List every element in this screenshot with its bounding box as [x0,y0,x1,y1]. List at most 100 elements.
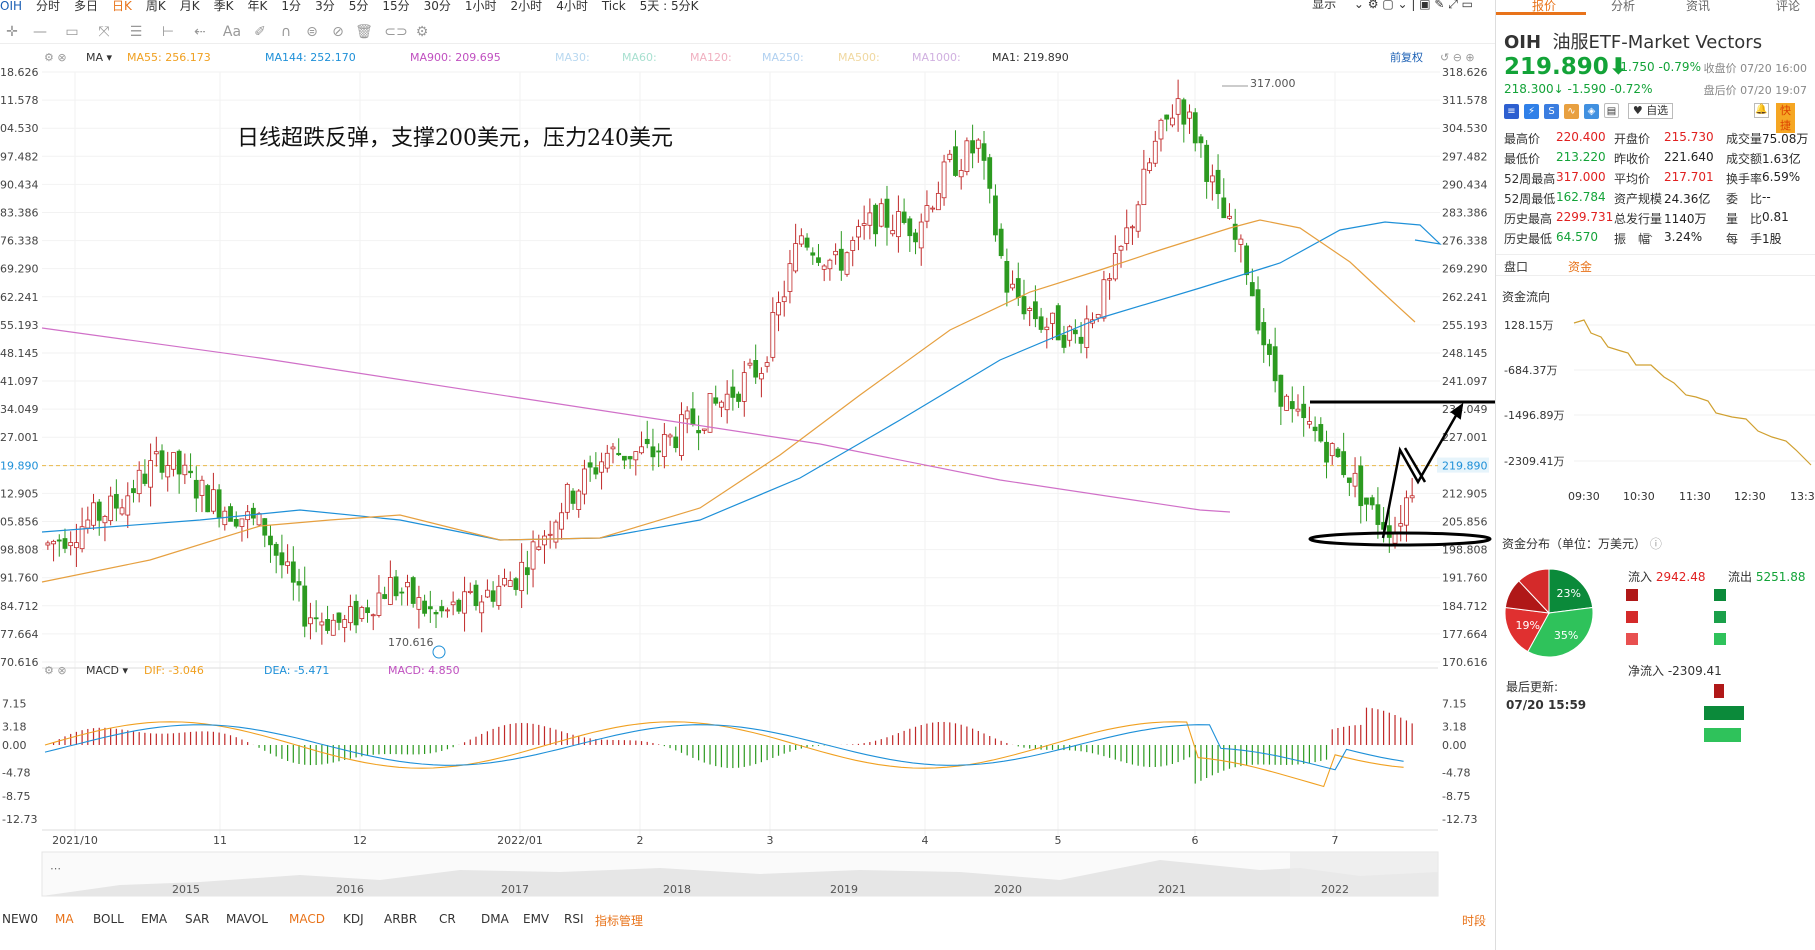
period-8[interactable]: 3分 [315,0,335,13]
price-chart[interactable]: ⚙ ⊗ MA ▾ MA55: 256.173 MA144: 252.170 MA900:… [0,0,1495,950]
indicator-tab-12[interactable]: RSI [564,912,584,926]
period-13[interactable]: 2小时 [510,0,543,13]
share-icon[interactable]: ⚡ [1524,104,1539,119]
candle-body [405,582,410,588]
candle-body [262,518,268,536]
capital-flow-chart: 128.15万 -684.37万 -1496.89万 -2309.41万 09:30 10… [1504,319,1815,503]
indicator-tab-11[interactable]: EMV [523,912,550,926]
period-range-tab[interactable]: 时段 [1462,914,1487,928]
candle-body [935,193,941,211]
panel-tab-1[interactable]: 分析 [1611,0,1636,13]
indicator-tab-10[interactable]: DMA [481,912,509,926]
period-2[interactable]: 日K [112,0,132,13]
period-3[interactable]: 周K [145,0,166,13]
candle-body [462,591,467,614]
fib-tool-icon[interactable]: ⤧ [98,24,110,40]
low-target-icon [432,645,446,659]
candle-body [410,577,416,604]
period-6[interactable]: 年K [247,0,268,13]
pie-label: 35% [1554,629,1578,642]
hide-icon[interactable]: ⊘ [332,24,344,40]
quote-label: 历史最低 [1504,232,1553,246]
flow-axis-tick: -2309.41万 [1504,455,1564,468]
brush-tool-icon[interactable]: ✐ [254,24,266,40]
candle-body [325,619,330,631]
period-15[interactable]: Tick [601,0,626,13]
candle-body [776,302,781,316]
panel-tab-0[interactable]: 报价 [1532,0,1557,13]
left-price-tick: 69.290 [0,263,39,276]
grid [42,71,1440,835]
rect-tool-icon[interactable]: ▭ [65,24,79,40]
period-10[interactable]: 15分 [382,0,410,13]
s-icon[interactable]: S [1544,104,1559,119]
candle-body [1032,301,1038,320]
period-0[interactable]: 分时 [36,0,61,13]
period-12[interactable]: 1小时 [464,0,497,13]
period-5[interactable]: 季K [213,0,234,13]
measure-tool-icon[interactable]: ⊢ [161,24,175,40]
quote-value: 1140万 [1664,212,1707,226]
indicator-tab-1[interactable]: MA [55,912,74,926]
lock-icon[interactable]: ⊜ [306,24,318,40]
indicator-tab-5[interactable]: MAVOL [226,912,268,926]
navigator-area [42,860,1438,896]
magnet-icon[interactable]: ∩ [280,24,292,40]
candle-body [205,485,211,513]
chart-icon[interactable]: ∿ [1564,104,1579,119]
candle-body [422,600,428,614]
text-tool-icon[interactable]: Aa [222,24,242,40]
period-11[interactable]: 30分 [423,0,451,13]
help-icon[interactable]: ⓘ [1649,537,1662,551]
security-title: OIH 油服ETF-Market Vectors [1504,28,1762,54]
period-9[interactable]: 5分 [348,0,369,13]
indicator-tab-3[interactable]: EMA [141,912,168,926]
indicator-tab-8[interactable]: ARBR [384,912,418,926]
indicator-tab-2[interactable]: BOLL [93,912,124,926]
indicator-tab-9[interactable]: CR [439,912,456,926]
last-update-time: 07/20 15:59 [1506,698,1587,712]
candle-body [570,490,576,504]
period-4[interactable]: 月K [179,0,200,13]
indicator-tab-4[interactable]: SAR [185,912,210,926]
bell-icon[interactable]: 🔔 [1754,103,1769,118]
tab-capital[interactable]: 资金 [1568,260,1593,274]
candle-body [171,452,176,470]
candle-body [370,614,376,617]
quote-label: 振 幅 [1614,232,1651,246]
period-7[interactable]: 1分 [281,0,302,13]
quick-trade-button[interactable]: 快捷 [1776,103,1795,133]
flag-icon[interactable]: ≡ [1504,104,1519,119]
line-tool-icon[interactable]: — [33,24,47,40]
panel-tab-3[interactable]: 评论 [1776,0,1801,13]
panel-tab-2[interactable]: 资讯 [1686,0,1711,13]
tag-icon[interactable]: ◈ [1584,104,1599,119]
arrow-tool-icon[interactable]: ⇠ [194,24,206,40]
tab-orderbook[interactable]: 盘口 [1504,260,1529,274]
price-tick: 269.290 [1442,263,1488,276]
period-1[interactable]: 多日 [74,0,99,13]
watchlist-button[interactable]: ♥ 自选 [1627,103,1674,119]
period-16[interactable]: 5天 : 5分K [639,0,699,13]
indicator-tab-7[interactable]: KDJ [343,912,364,926]
symbol-tab[interactable]: OIH [0,0,23,13]
link-icon[interactable]: ⊂⊃ [384,24,408,40]
channel-tool-icon[interactable]: ☰ [129,24,143,40]
collapse-icon[interactable]: ⌃ [1646,234,1655,245]
period-14[interactable]: 4小时 [556,0,588,13]
candle-body [176,450,182,475]
left-price-tick: 27.001 [0,431,39,444]
note-icon[interactable]: ▤ [1604,103,1619,118]
candle-body [993,195,998,236]
indicator-tab-13[interactable]: 指标管理 [595,914,644,928]
delete-icon[interactable]: 🗑 [355,24,373,40]
high-label: 317.000 [1250,77,1296,90]
display-menu[interactable]: 显示 ⌄ ⚙ ▢ ⌄ | ▣ ✎ ⤢ ▭ [1312,0,1473,11]
indicator-tab-0[interactable]: NEW0 [2,912,39,926]
settings-icon[interactable]: ⚙ [415,24,429,40]
candle-body [210,489,216,512]
candle-body [165,465,171,478]
indicator-tab-6[interactable]: MACD [289,912,325,926]
crosshair-icon[interactable]: ✛ [6,24,18,40]
flow-time-tick: 12:30 [1734,490,1766,503]
